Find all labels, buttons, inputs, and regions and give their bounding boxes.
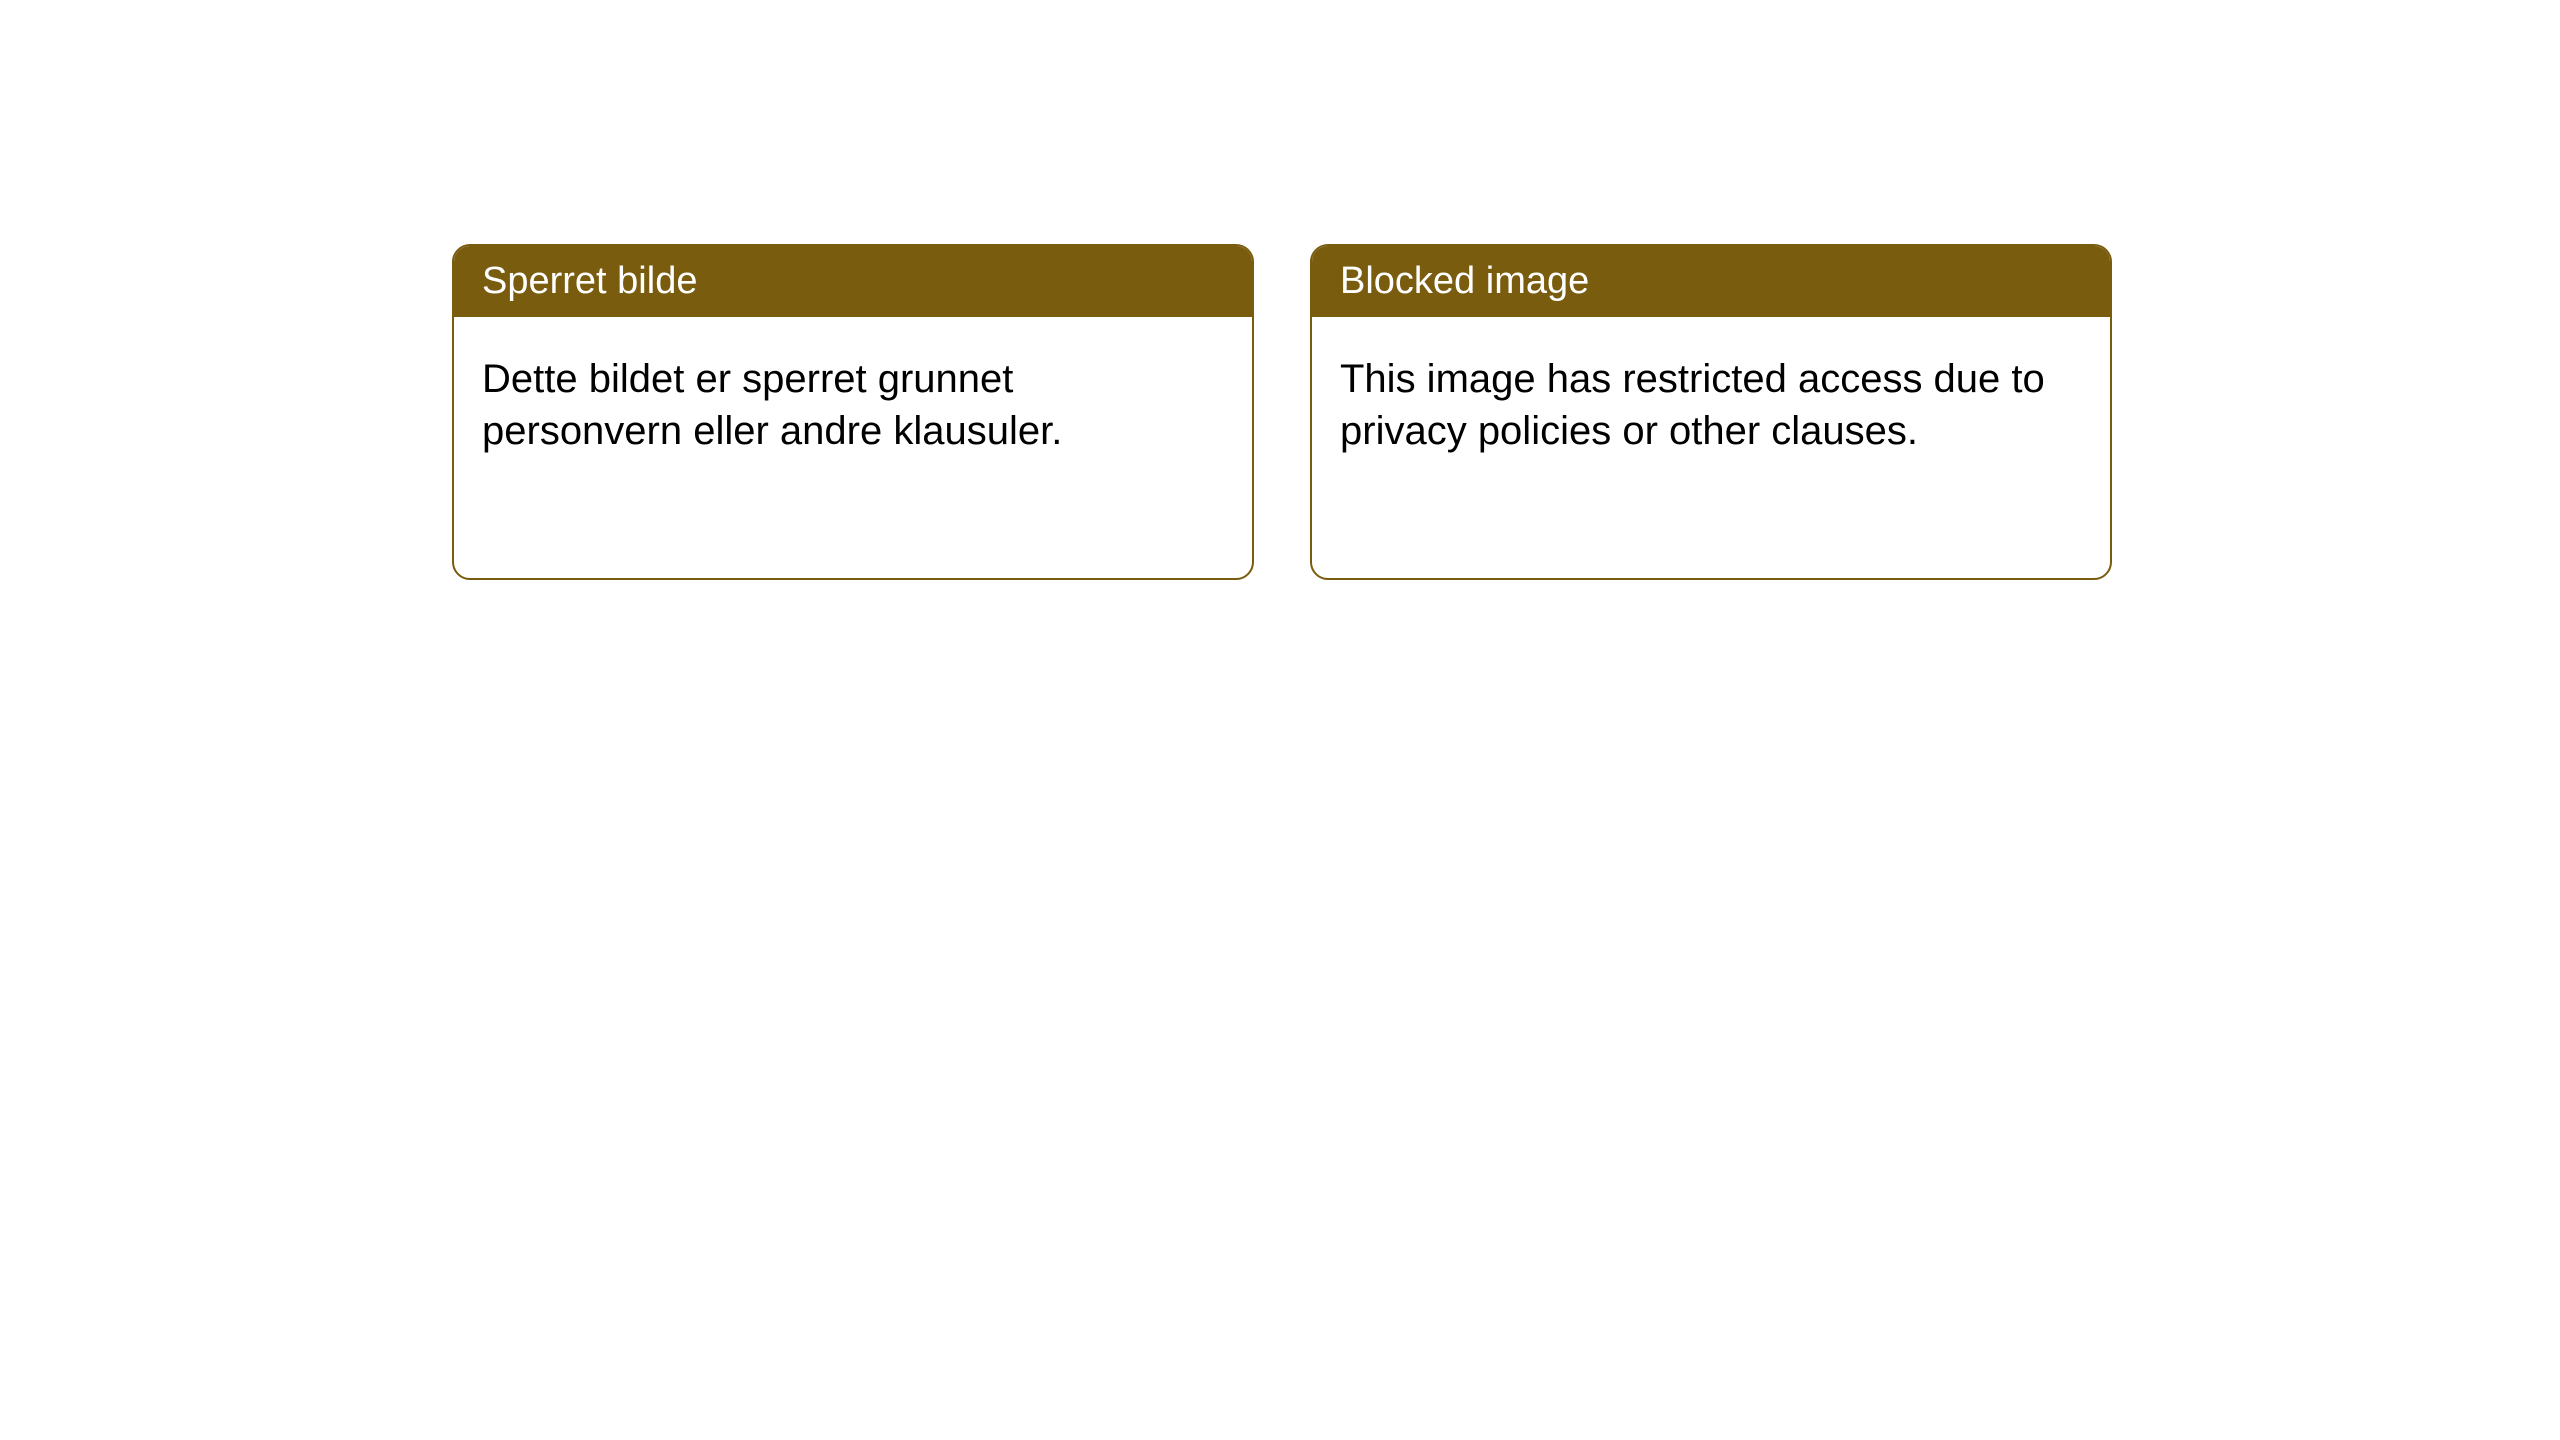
notice-body-english: This image has restricted access due to … xyxy=(1312,317,2110,493)
notice-header-norwegian: Sperret bilde xyxy=(454,246,1252,317)
notice-container: Sperret bilde Dette bildet er sperret gr… xyxy=(452,244,2112,580)
notice-body-norwegian: Dette bildet er sperret grunnet personve… xyxy=(454,317,1252,493)
notice-text-english: This image has restricted access due to … xyxy=(1340,357,2045,453)
notice-title-english: Blocked image xyxy=(1340,260,1589,302)
notice-header-english: Blocked image xyxy=(1312,246,2110,317)
notice-title-norwegian: Sperret bilde xyxy=(482,260,697,302)
notice-card-english: Blocked image This image has restricted … xyxy=(1310,244,2112,580)
notice-card-norwegian: Sperret bilde Dette bildet er sperret gr… xyxy=(452,244,1254,580)
notice-text-norwegian: Dette bildet er sperret grunnet personve… xyxy=(482,357,1062,453)
